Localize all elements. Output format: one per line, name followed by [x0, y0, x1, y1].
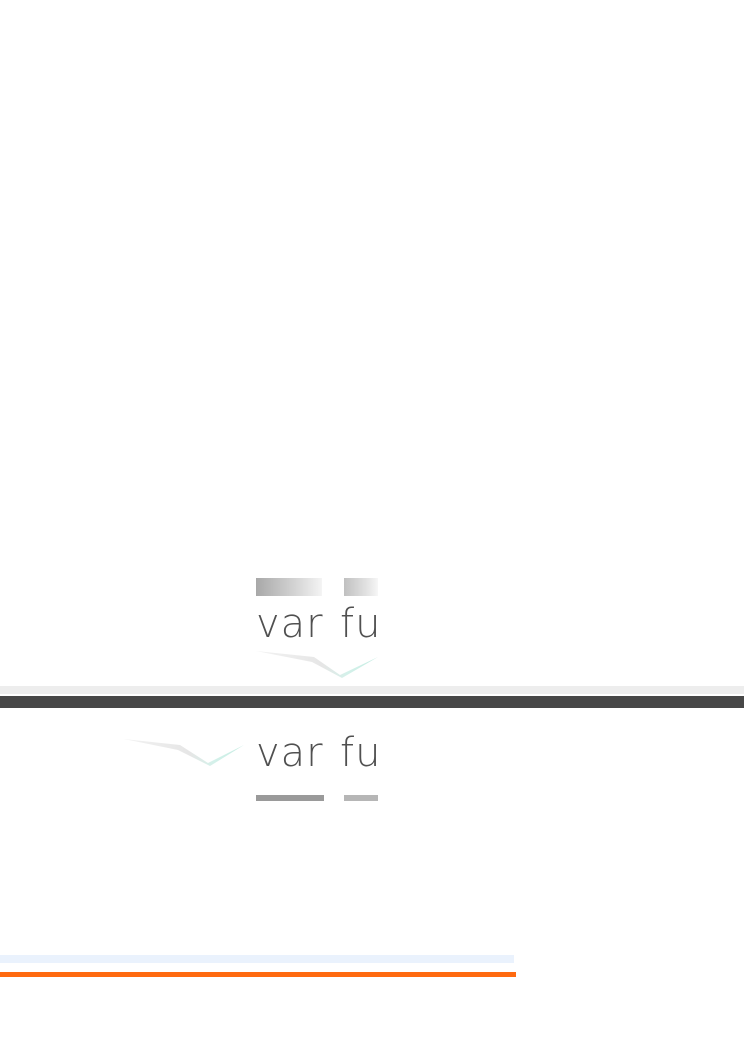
stripe-blue [0, 955, 514, 963]
logo-bottom-bar-right [344, 795, 378, 801]
logo-top-word-var: var [256, 601, 324, 647]
logo-top-bar-left [256, 578, 322, 596]
divider-light [0, 686, 744, 694]
logo-bottom-bar-left [256, 795, 324, 801]
logo-top-bar-right [344, 578, 378, 596]
logo-bottom-swoosh [124, 739, 244, 766]
logo-top-swoosh-shape [256, 651, 378, 678]
logo-top-swoosh [256, 651, 378, 678]
logo-bottom-word-var: var [256, 730, 324, 776]
logo-bottom-swoosh-shape [124, 739, 244, 766]
divider-dark [0, 696, 744, 708]
logo-top-word-fu: fu [340, 601, 382, 647]
logo-bottom-word-fu: fu [340, 730, 382, 776]
stripe-orange [0, 972, 516, 977]
